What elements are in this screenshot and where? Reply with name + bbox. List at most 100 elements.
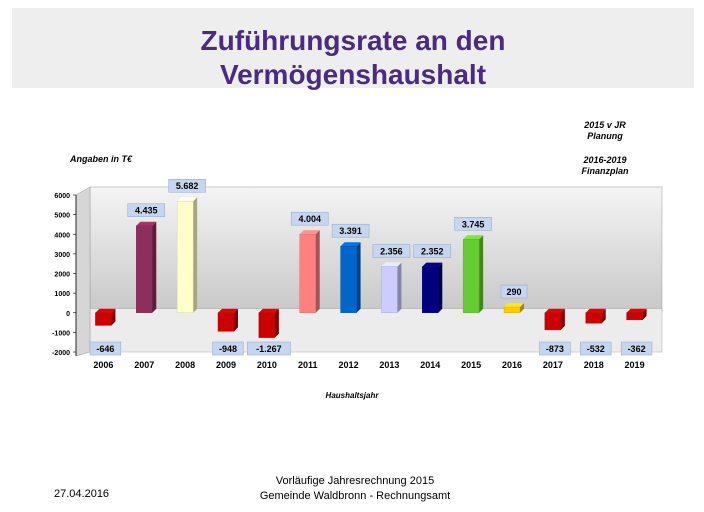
bar-2009	[217, 308, 238, 332]
bar-top	[218, 308, 238, 313]
x-tick-label: 2019	[625, 360, 645, 370]
data-label-text: 5.682	[176, 181, 199, 191]
data-label-box	[500, 284, 528, 299]
bar-side	[520, 303, 524, 313]
bar-front	[503, 306, 521, 313]
footer-line-2: Gemeinde Waldbronn - Rechnungsamt	[259, 490, 451, 502]
data-label-2008: 5.682	[168, 178, 206, 193]
y-tick-label: 4000	[54, 232, 70, 239]
bar-front	[176, 201, 194, 313]
data-label-2015: 3.745	[454, 217, 492, 231]
data-label-text: 290	[506, 287, 521, 297]
bar-side	[560, 308, 565, 330]
data-label-2013: 2.356	[372, 244, 411, 258]
bar-side	[601, 308, 606, 324]
bar-top	[177, 197, 198, 202]
data-label-2010: -1.267	[247, 341, 291, 356]
bar-2014	[422, 262, 443, 313]
bar-2010	[258, 308, 279, 338]
planning-note-line-1: 2015 v JR	[584, 120, 626, 130]
x-tick-label: 2009	[216, 360, 236, 370]
bar-front	[136, 225, 153, 313]
chart-side-wall	[75, 186, 91, 357]
bar-side	[234, 308, 238, 332]
bar-top	[504, 303, 524, 308]
data-label-text: 4.004	[298, 214, 321, 224]
bar-side	[642, 308, 647, 320]
data-label-text: 3.745	[462, 219, 485, 229]
finance-note: 2016-2019 Finanzplan	[560, 155, 650, 177]
data-label-text: -948	[219, 344, 237, 354]
data-label-2014: 2.352	[413, 244, 452, 258]
data-label-2011: 4.004	[290, 211, 329, 226]
title-band: Zuführungsrate an den Vermögenshaushalt	[12, 8, 694, 90]
data-label-text: -646	[96, 344, 114, 354]
bar-top	[585, 308, 606, 313]
bar-top	[381, 262, 402, 267]
bar-top	[422, 262, 443, 267]
data-label-text: 4.435	[135, 206, 158, 216]
y-tick-label: 1000	[54, 291, 70, 298]
footer-date: 27.04.2016	[54, 488, 110, 500]
bar-2012	[340, 242, 361, 313]
bar-front	[544, 312, 562, 331]
bar-front	[381, 266, 398, 313]
data-label-box	[168, 178, 206, 193]
y-tick-label: 0	[66, 311, 70, 318]
data-label-box	[620, 341, 653, 356]
x-tick-label: 2012	[339, 360, 359, 370]
planning-note-line-2: Planung	[587, 131, 623, 141]
bar-front	[258, 312, 276, 338]
data-label-box	[580, 341, 612, 356]
bar-side	[356, 242, 361, 313]
bar-front	[299, 233, 316, 313]
bar-side	[274, 308, 279, 338]
bar-front	[626, 312, 643, 321]
data-label-box	[89, 341, 122, 356]
bar-2013	[381, 262, 402, 313]
y-tick-label: 2000	[54, 272, 70, 279]
data-label-2019: -362	[620, 341, 653, 356]
bar-side	[397, 262, 402, 313]
data-label-text: -873	[546, 344, 564, 354]
y-tick-label: -2000	[52, 350, 70, 357]
bar-2015	[462, 235, 484, 313]
page-title: Zuführungsrate an den Vermögenshaushalt	[12, 24, 694, 92]
data-label-text: -1.267	[256, 344, 282, 354]
bar-top	[136, 221, 157, 226]
bar-side	[152, 221, 157, 313]
bar-side	[315, 230, 320, 313]
x-tick-label: 2008	[175, 360, 195, 370]
bar-2008	[176, 197, 198, 313]
data-label-2006: -646	[89, 341, 122, 356]
title-line-2: Vermögenshaushalt	[219, 59, 487, 90]
bar-2018	[585, 308, 606, 324]
data-label-text: 3.391	[339, 226, 362, 236]
data-label-text: -362	[628, 344, 646, 354]
bar-2007	[136, 221, 157, 313]
bar-top	[463, 235, 484, 240]
x-tick-label: 2014	[420, 360, 440, 370]
data-label-box	[212, 341, 244, 356]
unit-note: Angaben in T€	[70, 154, 133, 164]
data-label-text: -532	[587, 344, 605, 354]
planning-note: 2015 v JR Planung	[560, 120, 650, 142]
data-label-2009: -948	[212, 341, 244, 356]
data-label-box	[413, 244, 452, 258]
x-axis-label: Haushaltsjahr	[326, 391, 380, 400]
bar-top	[95, 308, 116, 313]
y-tick-label: -1000	[52, 330, 70, 337]
x-tick-label: 2018	[584, 360, 604, 370]
bar-top	[340, 242, 361, 247]
bar-top	[299, 230, 320, 235]
x-tick-label: 2007	[134, 360, 154, 370]
bar-front	[422, 266, 439, 313]
x-tick-label: 2010	[257, 360, 277, 370]
footer-line-1: Vorläufige Jahresrechnung 2015	[275, 475, 435, 487]
data-label-2017: -873	[539, 341, 571, 356]
bar-side	[479, 235, 484, 313]
y-tick-label: 6000	[54, 193, 70, 200]
bar-side	[193, 197, 198, 313]
data-label-box	[454, 217, 492, 231]
